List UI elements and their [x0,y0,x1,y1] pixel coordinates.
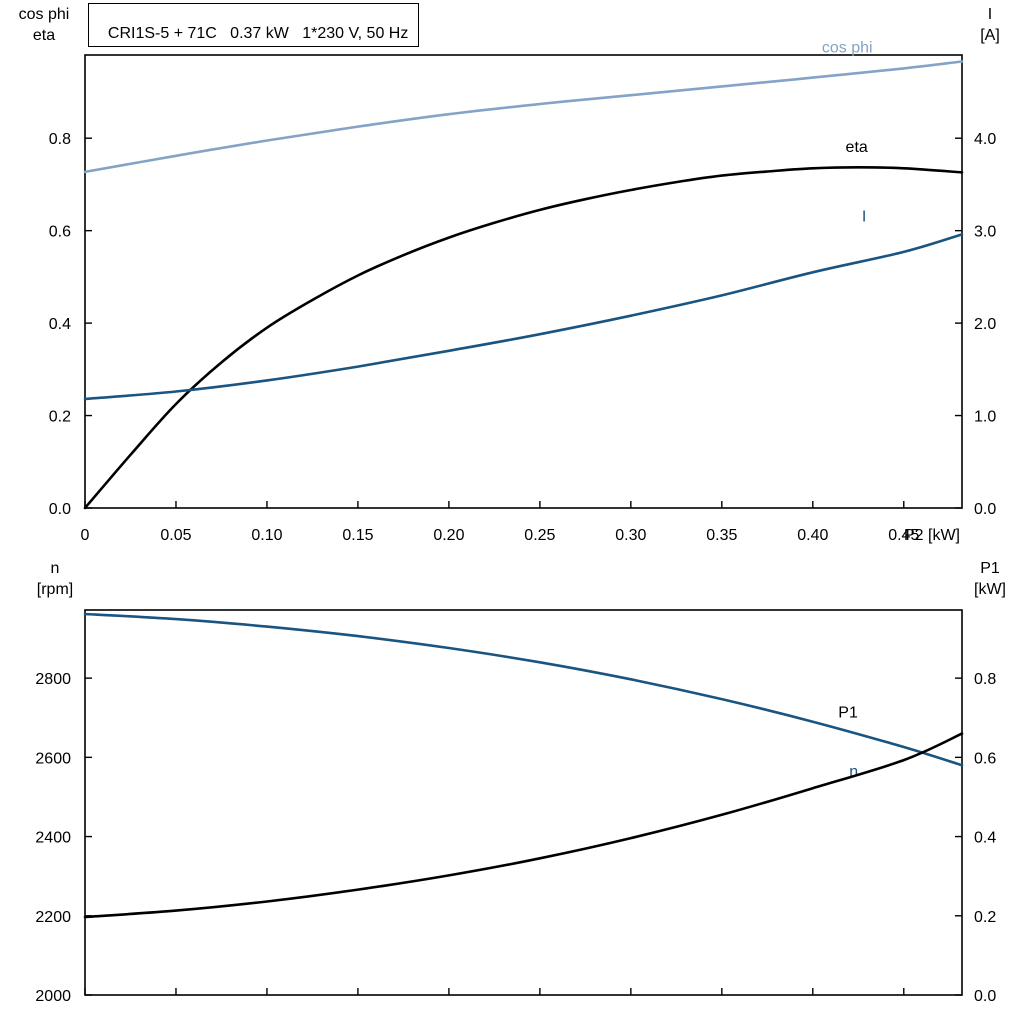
bottom-right-axis-label: P1 [kW] [955,558,1024,600]
bottom-chart-yl-tick-label: 2800 [35,671,71,688]
top-chart-yl-tick-label: 0.0 [49,501,71,518]
axis-label-p1-unit: [kW] [974,581,1006,598]
top-chart-x-tick-label: 0 [81,527,90,544]
curve-label-cos-phi: cos phi [822,40,873,57]
bottom-chart-yr-tick-label: 0.4 [974,830,996,847]
curve-label-i: I [862,208,866,225]
axis-label-p1: P1 [980,560,1000,577]
bottom-chart-yl-tick-label: 2000 [35,988,71,1005]
axis-label-current-unit: [A] [980,27,1000,44]
top-chart-x-tick-label: 0.45 [888,527,919,544]
top-left-axis-label: cos phi eta [4,4,84,46]
bottom-chart-yr-tick-label: 0.8 [974,671,996,688]
top-chart-yl-tick-label: 0.8 [49,131,71,148]
curve-label-p1: P1 [838,705,858,722]
top-chart-yl-tick-label: 0.2 [49,409,71,426]
curve-p1 [83,732,964,919]
bottom-left-axis-label: n [rpm] [20,558,90,600]
curve-n [83,612,964,767]
curve-label-n: n [849,763,858,780]
axis-label-eta: eta [32,27,56,44]
bottom-chart-yr-tick-label: 0.0 [974,988,996,1005]
bottom-chart-yl-tick-label: 2600 [35,750,71,767]
bottom-chart-yl-tick-label: 2400 [35,830,71,847]
top-chart-x-tick-label: 0.20 [433,527,464,544]
axis-label-cos-phi: cos phi [18,6,70,23]
top-chart-x-tick-label: 0.05 [160,527,191,544]
top-right-axis-label: I [A] [960,4,1020,46]
curve-i [83,233,964,401]
top-chart-x-tick-label: 0.40 [797,527,828,544]
axis-label-current: I [987,6,993,23]
bottom-chart-frame [84,609,963,996]
curve-label-eta: eta [846,139,868,156]
top-chart-x-tick-label: 0.25 [524,527,555,544]
pump-title-box: CRI1S-5 + 71C 0.37 kW 1*230 V, 50 Hz [88,3,420,47]
bottom-chart-yl-tick-label: 2200 [35,909,71,926]
top-chart-yr-tick-label: 2.0 [974,316,996,333]
curve-cos-phi [83,60,964,174]
top-chart-x-tick-label: 0.10 [251,527,282,544]
top-chart-x-axis-label: P2 [kW] [904,527,960,544]
top-chart-yr-tick-label: 3.0 [974,224,996,241]
top-chart-yr-tick-label: 4.0 [974,131,996,148]
top-chart-x-tick-label: 0.30 [615,527,646,544]
top-chart-yr-tick-label: 1.0 [974,409,996,426]
top-chart-x-tick-label: 0.15 [342,527,373,544]
top-chart-yl-tick-label: 0.4 [49,316,71,333]
top-chart-yr-tick-label: 0.0 [974,501,996,518]
bottom-chart-yr-tick-label: 0.2 [974,909,996,926]
bottom-chart-yr-tick-label: 0.6 [974,750,996,767]
axis-label-speed: n [50,560,60,577]
top-chart-x-tick-label: 0.35 [706,527,737,544]
axis-label-speed-unit: [rpm] [36,581,74,598]
top-chart-frame [84,54,963,509]
pump-title-text: CRI1S-5 + 71C 0.37 kW 1*230 V, 50 Hz [107,25,409,42]
top-chart-yl-tick-label: 0.6 [49,224,71,241]
curve-eta [83,165,964,510]
